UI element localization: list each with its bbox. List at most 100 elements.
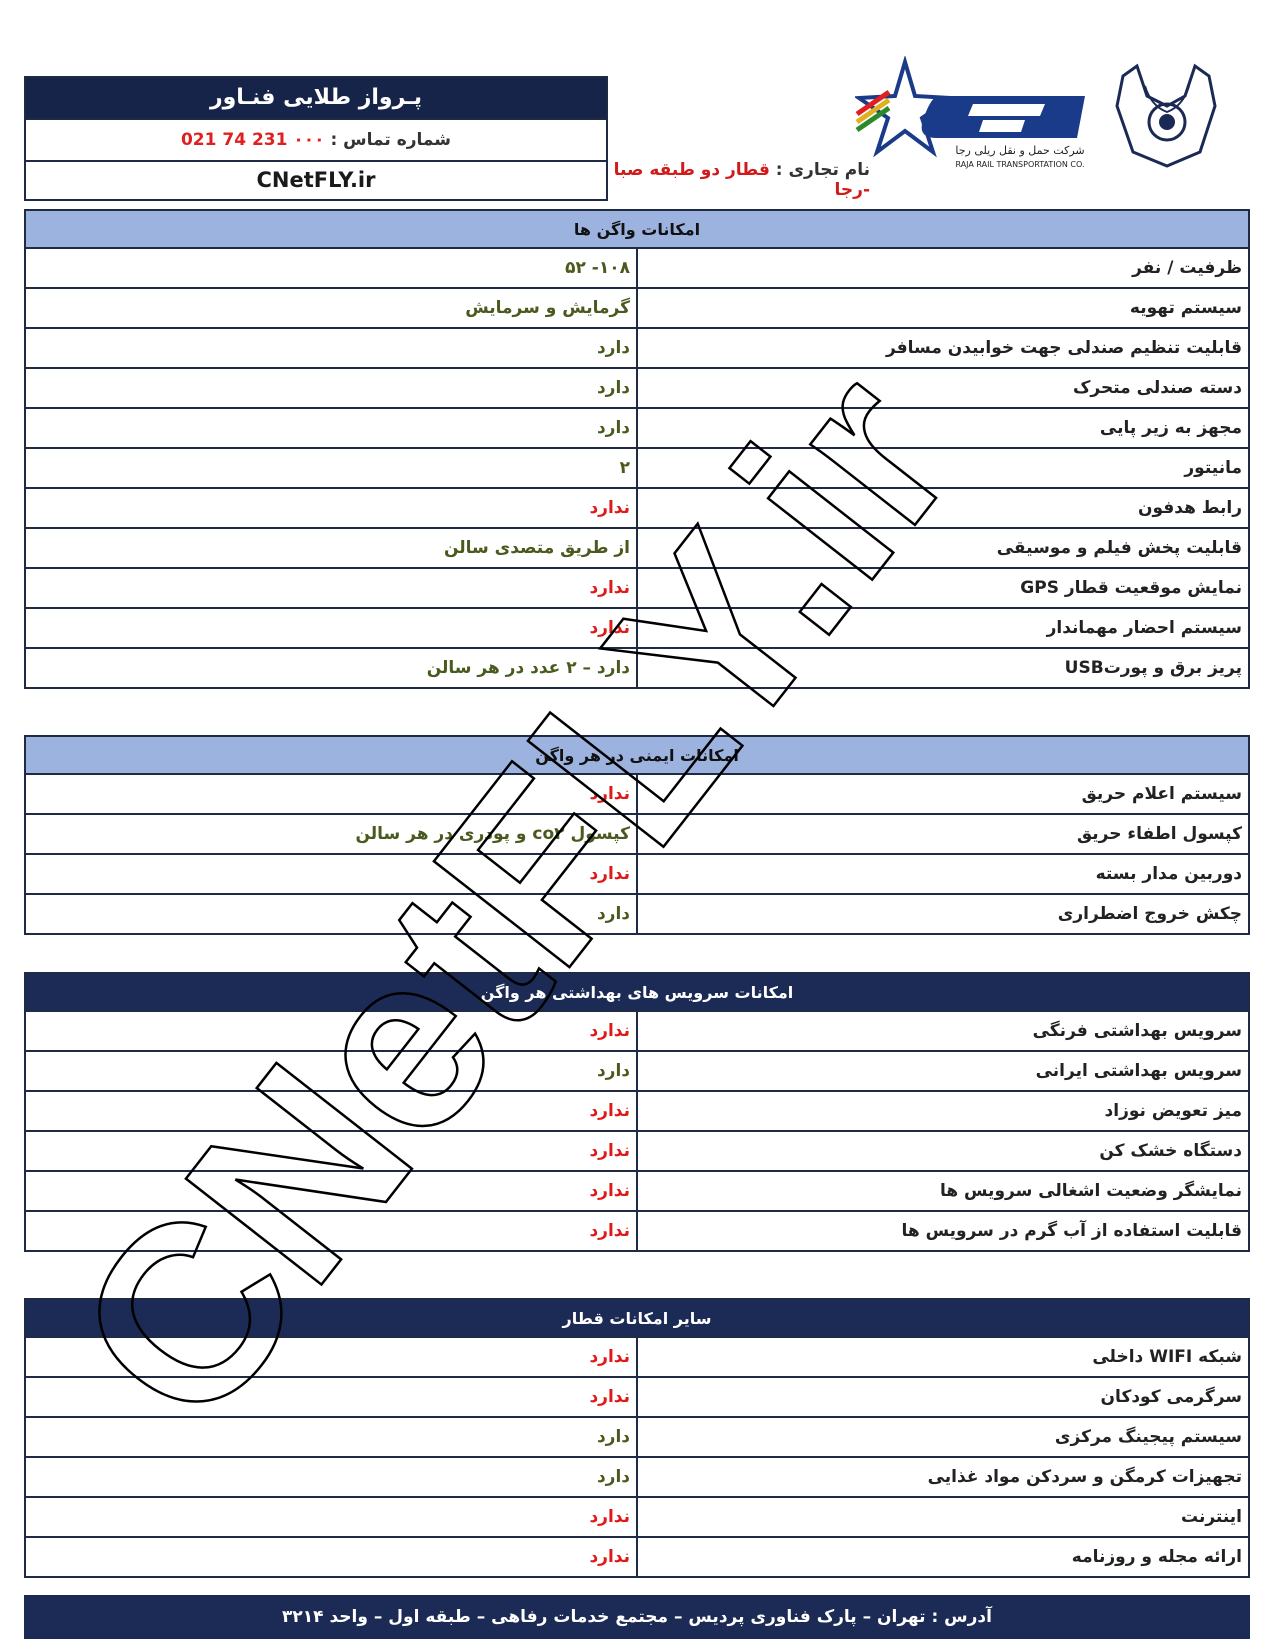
contact-row: شماره تماس : ۰۰۰ 231 74 021 [26, 118, 606, 160]
section-title: امکانات واگن ها [24, 209, 1250, 249]
footer-address: آدرس : تهران – پارک فناوری پردیس – مجتمع… [24, 1595, 1250, 1639]
feature-value: ندارد [24, 1336, 638, 1378]
section-table: امکانات سرویس های بهداشتی هر واگن ندارد سر… [24, 972, 1250, 1252]
table-row: گرمایش و سرمایش سیستم تهویه [24, 287, 1250, 329]
feature-value: ندارد [24, 1130, 638, 1172]
table-row: ۱۰۸- ۵۲ ظرفیت / نفر [24, 247, 1250, 289]
section-table: سایر امکانات قطار ندارد شبکه WIFI داخلی ندا… [24, 1298, 1250, 1578]
feature-label: قابلیت استفاده از آب گرم در سرویس ها [636, 1210, 1250, 1252]
feature-value: ندارد [24, 487, 638, 529]
section-table: امکانات واگن ها ۱۰۸- ۵۲ ظرفیت / نفر گرمایش … [24, 209, 1250, 689]
feature-label: قابلیت پخش فیلم و موسیقی [636, 527, 1250, 569]
table-row: دارد چکش خروج اضطراری [24, 893, 1250, 935]
table-row: ندارد ارائه مجله و روزنامه [24, 1536, 1250, 1578]
feature-label: دوربین مدار بسته [636, 853, 1250, 895]
table-row: دارد سیستم پیجینگ مرکزی [24, 1416, 1250, 1458]
table-row: ندارد نمایش موقعیت قطار GPS [24, 567, 1250, 609]
feature-label: اینترنت [636, 1496, 1250, 1538]
section-title: امکانات ایمنی در هر واگن [24, 735, 1250, 775]
train-logo-icon [921, 96, 1085, 138]
feature-value: ندارد [24, 853, 638, 895]
feature-value: گرمایش و سرمایش [24, 287, 638, 329]
table-row: ندارد دستگاه خشک کن [24, 1130, 1250, 1172]
raja-logo: شرکت حمل و نقل ریلی رجا RAJA RAIL TRANSP… [855, 56, 1217, 169]
feature-value: دارد [24, 1416, 638, 1458]
feature-label: مجهز به زیر پایی [636, 407, 1250, 449]
feature-value: ندارد [24, 1010, 638, 1052]
section-title: سایر امکانات قطار [24, 1298, 1250, 1338]
table-row: دارد دسته صندلی متحرک [24, 367, 1250, 409]
feature-label: شبکه WIFI داخلی [636, 1336, 1250, 1378]
table-row: ۲ مانیتور [24, 447, 1250, 489]
feature-label: ارائه مجله و روزنامه [636, 1536, 1250, 1578]
table-row: ندارد نمایشگر وضعیت اشغالی سرویس ها [24, 1170, 1250, 1212]
feature-value: دارد [24, 327, 638, 369]
feature-label: میز تعویض نوزاد [636, 1090, 1250, 1132]
feature-label: نمایش موقعیت قطار GPS [636, 567, 1250, 609]
table-row: دارد قابلیت تنظیم صندلی جهت خوابیدن مسافر [24, 327, 1250, 369]
logo-company-fa: شرکت حمل و نقل ریلی رجا [955, 144, 1084, 157]
feature-label: سرویس بهداشتی ایرانی [636, 1050, 1250, 1092]
trade-label: نام تجاری : [769, 160, 870, 180]
feature-value: ندارد [24, 567, 638, 609]
table-row: دارد – ۲ عدد در هر سالن پریز برق و پورتUS… [24, 647, 1250, 689]
feature-value: دارد – ۲ عدد در هر سالن [24, 647, 638, 689]
table-row: ندارد سرویس بهداشتی فرنگی [24, 1010, 1250, 1052]
feature-label: سیستم احضار مهماندار [636, 607, 1250, 649]
website-link[interactable]: CNetFLY.ir [26, 160, 606, 201]
logo-company-en: RAJA RAIL TRANSPORTATION CO. [955, 160, 1084, 169]
table-row: از طریق متصدی سالن قابلیت پخش فیلم و موسی… [24, 527, 1250, 569]
feature-value: دارد [24, 893, 638, 935]
feature-value: ندارد [24, 1090, 638, 1132]
feature-label: مانیتور [636, 447, 1250, 489]
section-table: امکانات ایمنی در هر واگن ندارد سیستم اعلام… [24, 735, 1250, 935]
feature-label: دسته صندلی متحرک [636, 367, 1250, 409]
feature-value: ندارد [24, 1536, 638, 1578]
feature-label: سیستم پیجینگ مرکزی [636, 1416, 1250, 1458]
trade-name: نام تجاری : قطار دو طبقه صبا -رجا [600, 160, 870, 200]
feature-label: پریز برق و پورتUSB [636, 647, 1250, 689]
table-row: ندارد رابط هدفون [24, 487, 1250, 529]
feature-value: ندارد [24, 1210, 638, 1252]
company-name: پـرواز طلایی فنـاور [26, 78, 606, 118]
feature-label: تجهیزات کرمگن و سردکن مواد غذایی [636, 1456, 1250, 1498]
feature-value: ندارد [24, 1496, 638, 1538]
feature-value: دارد [24, 1050, 638, 1092]
table-row: دارد مجهز به زیر پایی [24, 407, 1250, 449]
feature-label: سرویس بهداشتی فرنگی [636, 1010, 1250, 1052]
feature-label: چکش خروج اضطراری [636, 893, 1250, 935]
feature-value: کپسول co۲ و پودری در هر سالن [24, 813, 638, 855]
feature-value: از طریق متصدی سالن [24, 527, 638, 569]
feature-value: ندارد [24, 1170, 638, 1212]
winged-emblem-icon [1115, 63, 1217, 168]
feature-value: ندارد [24, 607, 638, 649]
feature-value: دارد [24, 1456, 638, 1498]
table-row: ندارد شبکه WIFI داخلی [24, 1336, 1250, 1378]
table-row: ندارد قابلیت استفاده از آب گرم در سرویس ه… [24, 1210, 1250, 1252]
feature-value: ۲ [24, 447, 638, 489]
feature-label: سرگرمی کودکان [636, 1376, 1250, 1418]
trade-value: قطار دو طبقه صبا -رجا [613, 160, 870, 200]
feature-value: ندارد [24, 1376, 638, 1418]
table-row: ندارد سیستم احضار مهماندار [24, 607, 1250, 649]
contact-label: شماره تماس : [324, 130, 452, 150]
table-row: ندارد اینترنت [24, 1496, 1250, 1538]
feature-value: دارد [24, 407, 638, 449]
table-row: دارد سرویس بهداشتی ایرانی [24, 1050, 1250, 1092]
feature-value: ۱۰۸- ۵۲ [24, 247, 638, 289]
table-row: دارد تجهیزات کرمگن و سردکن مواد غذایی [24, 1456, 1250, 1498]
feature-value: دارد [24, 367, 638, 409]
table-row: ندارد سرگرمی کودکان [24, 1376, 1250, 1418]
feature-value: ندارد [24, 773, 638, 815]
feature-label: دستگاه خشک کن [636, 1130, 1250, 1172]
feature-label: ظرفیت / نفر [636, 247, 1250, 289]
contact-header-box: پـرواز طلایی فنـاور شماره تماس : ۰۰۰ 231… [24, 76, 608, 201]
feature-label: قابلیت تنظیم صندلی جهت خوابیدن مسافر [636, 327, 1250, 369]
feature-label: نمایشگر وضعیت اشغالی سرویس ها [636, 1170, 1250, 1212]
feature-label: سیستم اعلام حریق [636, 773, 1250, 815]
section-title: امکانات سرویس های بهداشتی هر واگن [24, 972, 1250, 1012]
table-row: ندارد دوربین مدار بسته [24, 853, 1250, 895]
feature-label: کپسول اطفاء حریق [636, 813, 1250, 855]
feature-label: رابط هدفون [636, 487, 1250, 529]
table-row: ندارد میز تعویض نوزاد [24, 1090, 1250, 1132]
